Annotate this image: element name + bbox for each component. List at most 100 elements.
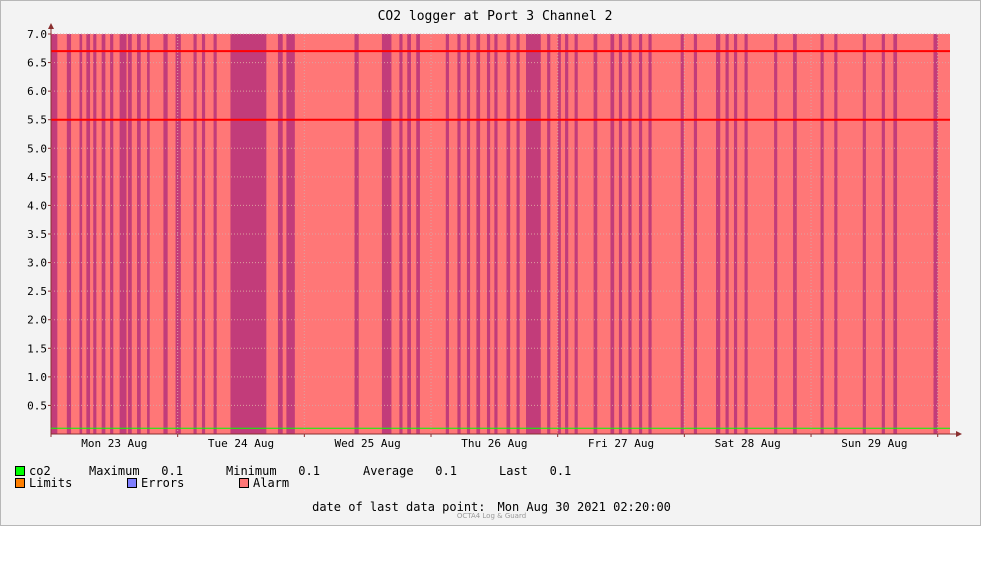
- error-interval: [648, 34, 652, 434]
- alarm-band: [51, 34, 950, 434]
- x-tick-label: Sun 29 Aug: [841, 437, 907, 450]
- legend-label-alarm: Alarm: [253, 476, 290, 490]
- x-axis-arrow-icon: [956, 431, 962, 437]
- axes: [48, 23, 962, 437]
- error-interval: [457, 34, 461, 434]
- limit-lines: [51, 50, 950, 121]
- error-interval: [725, 34, 729, 434]
- watermark-logo: OCTA4 Log & Guard: [456, 512, 527, 520]
- y-tick-label: 7.0: [27, 28, 47, 41]
- error-interval: [399, 34, 403, 434]
- x-tick-label: Sat 28 Aug: [715, 437, 781, 450]
- last-label: Last: [499, 464, 528, 478]
- last-value: 0.1: [549, 464, 572, 478]
- error-interval: [547, 34, 551, 434]
- error-interval: [506, 34, 511, 434]
- error-interval: [354, 34, 359, 434]
- error-interval: [381, 34, 392, 434]
- x-tick-label: Fri 27 Aug: [588, 437, 654, 450]
- error-interval: [834, 34, 838, 434]
- error-interval: [416, 34, 420, 434]
- error-interval: [628, 34, 632, 434]
- error-interval: [744, 34, 748, 434]
- y-tick-label: 5.5: [27, 114, 47, 127]
- x-tick-label: Tue 24 Aug: [208, 437, 274, 450]
- error-interval: [881, 34, 885, 434]
- legend-item-errors: Errors: [127, 476, 184, 490]
- minimum-value: 0.1: [298, 464, 320, 478]
- alarm-swatch-icon: [239, 477, 249, 488]
- error-interval: [638, 34, 643, 434]
- error-interval: [286, 34, 295, 434]
- error-interval: [86, 34, 91, 434]
- average-label: Average: [363, 464, 414, 478]
- error-interval: [774, 34, 778, 434]
- error-interval: [893, 34, 898, 434]
- maximum-label: Maximum: [89, 464, 140, 478]
- y-tick-label: 3.5: [27, 228, 47, 241]
- error-interval: [693, 34, 698, 434]
- error-interval: [933, 34, 938, 434]
- x-axis-ticks: Mon 23 Aug Tue 24 Aug Wed 25 Aug Thu 26 Aug…: [50, 434, 939, 450]
- error-interval: [516, 34, 520, 434]
- error-interval: [79, 34, 83, 434]
- error-interval: [593, 34, 598, 434]
- rrd-chart: CO2 logger at Port 3 Channel 2 0.5 1.0 1.5…: [27, 9, 962, 450]
- y-tick-label: 6.0: [27, 85, 47, 98]
- chart-window: CO2 logger at Port 3 Channel 2 0.5 1.0 1.5…: [0, 0, 981, 526]
- y-tick-label: 1.5: [27, 342, 47, 355]
- legend-maximum: Maximum 0.1: [89, 464, 183, 478]
- legend-item-limits: Limits: [15, 476, 72, 490]
- maximum-value: 0.1: [161, 464, 183, 478]
- error-interval: [476, 34, 481, 434]
- last-data-point-label: date of last data point:: [312, 500, 486, 514]
- legend-label-errors: Errors: [141, 476, 185, 490]
- x-tick-label: Wed 25 Aug: [335, 437, 401, 450]
- y-tick-label: 2.5: [27, 285, 47, 298]
- legend-minimum: Minimum 0.1: [226, 464, 320, 478]
- error-interval: [201, 34, 206, 434]
- average-value: 0.1: [435, 464, 457, 478]
- error-interval: [486, 34, 491, 434]
- error-interval: [716, 34, 721, 434]
- legend-item-alarm: Alarm: [239, 476, 289, 490]
- y-tick-label: 5.0: [27, 142, 47, 155]
- last-data-point: date of last data point: Mon Aug 30 2021 …: [1, 500, 981, 514]
- error-interval: [277, 34, 283, 434]
- legend-item-co2: co2: [15, 464, 51, 478]
- error-interval: [213, 34, 217, 434]
- co2-swatch-icon: [15, 465, 25, 476]
- y-tick-label: 0.5: [27, 399, 47, 412]
- plot-background: [51, 34, 950, 434]
- y-tick-label: 1.0: [27, 371, 47, 384]
- y-axis-arrow-icon: [48, 23, 54, 29]
- error-interval: [93, 34, 97, 434]
- legend-row-status: Limits Errors Alarm: [15, 476, 289, 490]
- error-interval: [793, 34, 797, 434]
- legend-label-limits: Limits: [29, 476, 73, 490]
- x-tick-label: Mon 23 Aug: [81, 437, 147, 450]
- last-data-point-value: Mon Aug 30 2021 02:20:00: [497, 500, 671, 514]
- limits-swatch-icon: [15, 477, 25, 488]
- error-interval: [618, 34, 623, 434]
- legend-row-co2: co2 Maximum 0.1 Minimum 0.1 Average 0.1 …: [15, 464, 571, 478]
- error-interval: [66, 34, 72, 434]
- chart-title: CO2 logger at Port 3 Channel 2: [378, 9, 613, 24]
- y-axis-ticks: 0.5 1.0 1.5 2.0 2.5 3.0 3.5 4.0 4.5 5.0 5.5 6.0 6.5 7…: [27, 28, 51, 412]
- y-tick-label: 6.5: [27, 57, 47, 70]
- y-tick-label: 4.0: [27, 199, 47, 212]
- error-interval: [557, 34, 561, 434]
- error-interval: [175, 34, 181, 434]
- legend-last: Last 0.1: [499, 464, 571, 478]
- error-interval: [147, 34, 150, 434]
- minimum-label: Minimum: [226, 464, 277, 478]
- error-interval: [526, 34, 541, 434]
- legend-label-co2: co2: [29, 464, 51, 478]
- y-tick-label: 2.0: [27, 314, 47, 327]
- x-tick-label: Thu 26 Aug: [461, 437, 527, 450]
- error-interval: [230, 34, 267, 434]
- y-tick-label: 4.5: [27, 171, 47, 184]
- errors-swatch-icon: [127, 477, 137, 488]
- error-interval: [565, 34, 569, 434]
- y-tick-label: 3.0: [27, 257, 47, 270]
